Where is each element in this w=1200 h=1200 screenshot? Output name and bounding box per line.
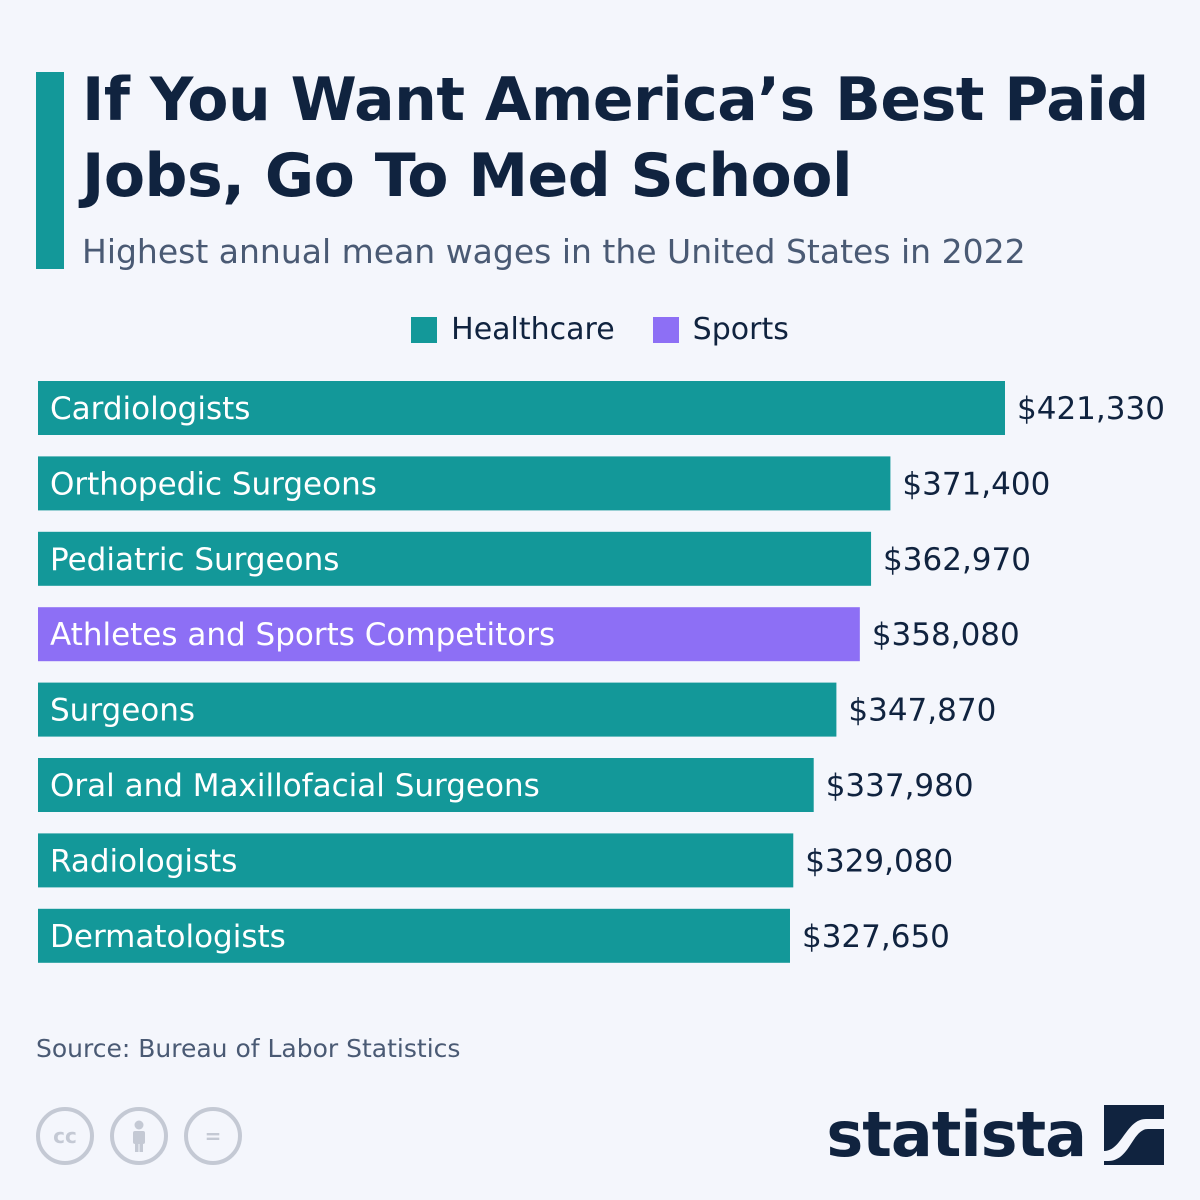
bar-label-athletes-and-sports-competitors: Athletes and Sports Competitors — [50, 617, 555, 653]
legend-label-healthcare: Healthcare — [451, 312, 615, 347]
bar-cardiologists — [38, 381, 1005, 435]
legend-label-sports: Sports — [692, 312, 789, 347]
legend-item-sports: Sports — [652, 312, 789, 347]
bar-label-radiologists: Radiologists — [50, 843, 237, 879]
legend-item-healthcare: Healthcare — [411, 312, 615, 347]
bar-dermatologists — [38, 908, 790, 963]
legend-swatch-sports — [652, 316, 679, 343]
no-derivatives-icon[interactable]: = — [184, 1107, 242, 1165]
brand-name: statista — [826, 1098, 1087, 1171]
value-label-orthopedic-surgeons: $371,400 — [902, 466, 1050, 502]
bar-label-dermatologists: Dermatologists — [50, 919, 286, 955]
creative-commons-icon[interactable]: cc — [36, 1107, 94, 1165]
value-label-radiologists: $329,080 — [805, 843, 953, 879]
legend-swatch-healthcare — [411, 316, 438, 343]
attribution-icon[interactable] — [110, 1107, 168, 1165]
eq-text: = — [204, 1124, 222, 1148]
statista-logo[interactable]: statista — [826, 1098, 1164, 1171]
bar-label-orthopedic-surgeons: Orthopedic Surgeons — [50, 466, 377, 502]
value-label-pediatric-surgeons: $362,970 — [883, 542, 1031, 578]
chart-legend: Healthcare Sports — [0, 312, 1200, 347]
bar-label-oral-and-maxillofacial-surgeons: Oral and Maxillofacial Surgeons — [50, 768, 540, 804]
chart-subtitle: Highest annual mean wages in the United … — [82, 232, 1026, 271]
value-label-athletes-and-sports-competitors: $358,080 — [872, 617, 1020, 653]
bar-chart: Cardiologists $421,330 Orthopedic Surgeons… — [38, 381, 1165, 963]
bar-athletes-and-sports-competitors — [38, 607, 860, 662]
value-label-cardiologists: $421,330 — [1017, 391, 1165, 427]
value-label-surgeons: $347,870 — [848, 693, 996, 729]
bar-orthopedic-surgeons — [38, 456, 891, 511]
bar-oral-and-maxillofacial-surgeons — [38, 758, 814, 812]
bar-surgeons — [38, 682, 837, 737]
bar-label-surgeons: Surgeons — [50, 693, 195, 729]
bar-pediatric-surgeons — [38, 531, 872, 586]
bar-radiologists — [38, 833, 794, 888]
chart-title: If You Want America’s Best Paid Jobs, Go… — [82, 65, 1149, 211]
source-note: Source: Bureau of Labor Statistics — [36, 1034, 461, 1063]
value-label-dermatologists: $327,650 — [802, 919, 950, 955]
title-accent-bar — [36, 72, 64, 269]
value-label-oral-and-maxillofacial-surgeons: $337,980 — [826, 768, 974, 804]
statista-logo-icon — [1104, 1104, 1164, 1165]
bar-label-pediatric-surgeons: Pediatric Surgeons — [50, 542, 339, 578]
license-icons: cc = — [36, 1107, 242, 1165]
cc-text: cc — [53, 1124, 77, 1148]
person-glyph — [133, 1120, 145, 1152]
bar-label-cardiologists: Cardiologists — [50, 391, 250, 427]
